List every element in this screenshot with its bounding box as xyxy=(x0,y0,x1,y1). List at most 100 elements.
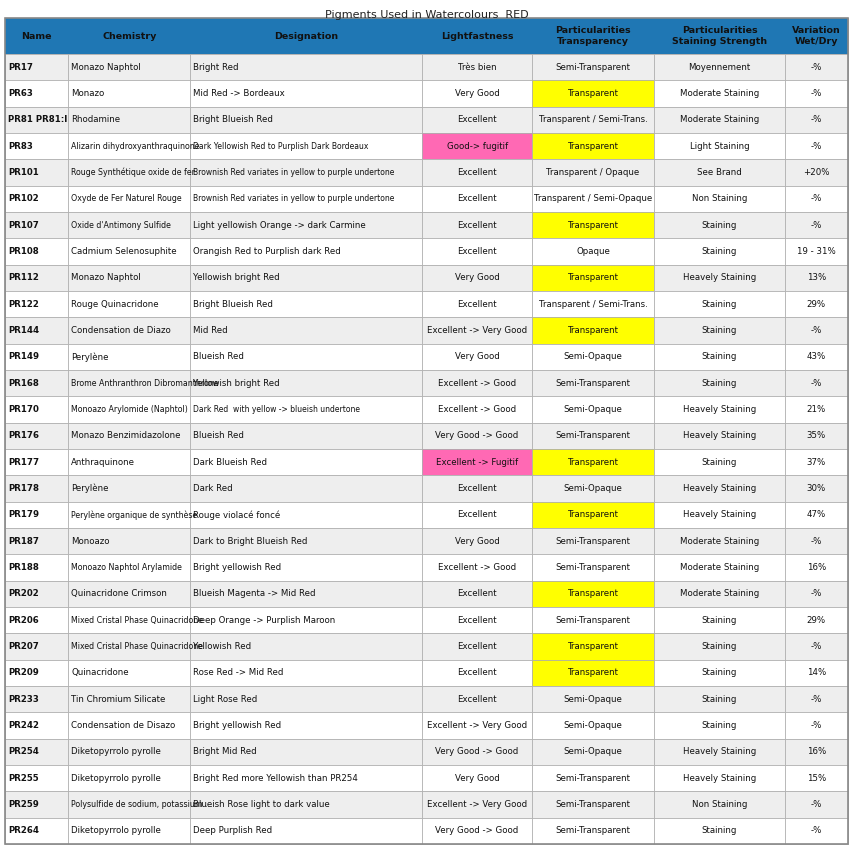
Bar xyxy=(5,686,68,712)
Bar xyxy=(532,607,653,633)
Bar xyxy=(784,475,847,502)
Bar xyxy=(653,607,784,633)
Bar xyxy=(422,54,532,81)
Text: Heavely Staining: Heavely Staining xyxy=(682,747,755,756)
Bar xyxy=(653,686,784,712)
Bar xyxy=(5,265,68,291)
Bar xyxy=(532,712,653,739)
Text: +20%: +20% xyxy=(803,168,829,177)
Text: 13%: 13% xyxy=(806,273,825,283)
Text: Perylène organique de synthèse: Perylène organique de synthèse xyxy=(71,510,198,520)
Text: Heavely Staining: Heavely Staining xyxy=(682,273,755,283)
Text: Bright Mid Red: Bright Mid Red xyxy=(193,747,256,756)
Bar xyxy=(190,449,422,475)
Text: Staining: Staining xyxy=(701,221,736,230)
Bar xyxy=(532,265,653,291)
Text: PR233: PR233 xyxy=(8,694,39,704)
Bar xyxy=(422,344,532,370)
Bar xyxy=(653,186,784,212)
Text: Blueish Rose light to dark value: Blueish Rose light to dark value xyxy=(193,800,330,809)
Bar xyxy=(5,528,68,554)
Bar xyxy=(5,712,68,739)
Bar xyxy=(532,475,653,502)
Bar xyxy=(653,212,784,239)
Bar xyxy=(190,686,422,712)
Bar xyxy=(532,581,653,607)
Bar xyxy=(532,396,653,423)
Bar xyxy=(653,581,784,607)
Bar xyxy=(784,370,847,396)
Text: Monoazo Arylomide (Naphtol): Monoazo Arylomide (Naphtol) xyxy=(71,405,187,414)
Bar xyxy=(68,186,190,212)
Text: -%: -% xyxy=(809,800,821,809)
Bar xyxy=(653,344,784,370)
Bar xyxy=(532,370,653,396)
Bar xyxy=(68,475,190,502)
Bar xyxy=(190,581,422,607)
Bar xyxy=(653,607,784,633)
Bar xyxy=(532,291,653,318)
Bar xyxy=(784,265,847,291)
Bar xyxy=(68,686,190,712)
Bar xyxy=(68,81,190,107)
Bar xyxy=(5,370,68,396)
Bar xyxy=(422,502,532,528)
Bar xyxy=(422,370,532,396)
Bar xyxy=(190,396,422,423)
Text: Bright Red: Bright Red xyxy=(193,63,239,71)
Bar xyxy=(5,423,68,449)
Bar xyxy=(68,239,190,265)
Bar xyxy=(784,133,847,160)
Bar xyxy=(68,239,190,265)
Text: -%: -% xyxy=(809,694,821,704)
Text: Excellent -> Very Good: Excellent -> Very Good xyxy=(427,800,527,809)
Bar xyxy=(422,528,532,554)
Bar xyxy=(532,212,653,239)
Bar xyxy=(422,712,532,739)
Bar xyxy=(653,554,784,581)
Bar xyxy=(190,712,422,739)
Bar xyxy=(68,765,190,791)
Bar xyxy=(5,81,68,107)
Bar xyxy=(784,81,847,107)
Bar xyxy=(5,81,68,107)
Bar xyxy=(532,133,653,160)
Text: PR107: PR107 xyxy=(8,221,39,230)
Bar xyxy=(422,660,532,686)
Bar xyxy=(532,502,653,528)
Text: PR242: PR242 xyxy=(8,721,39,730)
Bar xyxy=(653,633,784,660)
Bar xyxy=(422,633,532,660)
Bar xyxy=(68,686,190,712)
Bar xyxy=(532,318,653,344)
Bar xyxy=(784,633,847,660)
Text: Blueish Red: Blueish Red xyxy=(193,352,244,362)
Bar xyxy=(68,160,190,186)
Text: Mid Red -> Bordeaux: Mid Red -> Bordeaux xyxy=(193,89,285,98)
Text: Transparent: Transparent xyxy=(567,221,618,230)
Bar xyxy=(422,344,532,370)
Bar xyxy=(190,344,422,370)
Bar xyxy=(653,160,784,186)
Bar xyxy=(5,554,68,581)
Bar xyxy=(68,318,190,344)
Bar xyxy=(784,528,847,554)
Bar xyxy=(190,818,422,844)
Bar xyxy=(5,712,68,739)
Bar xyxy=(784,212,847,239)
Bar xyxy=(422,160,532,186)
Bar xyxy=(784,107,847,133)
Text: PR101: PR101 xyxy=(8,168,38,177)
Text: PR178: PR178 xyxy=(8,484,39,493)
Text: Excellent: Excellent xyxy=(457,510,497,520)
Bar xyxy=(653,554,784,581)
Bar xyxy=(653,660,784,686)
Bar xyxy=(190,739,422,765)
Text: Very Good: Very Good xyxy=(454,273,499,283)
Text: Orangish Red to Purplish dark Red: Orangish Red to Purplish dark Red xyxy=(193,247,341,256)
Text: Heavely Staining: Heavely Staining xyxy=(682,431,755,441)
Bar xyxy=(68,818,190,844)
Bar xyxy=(653,344,784,370)
Text: PR176: PR176 xyxy=(8,431,39,441)
Bar xyxy=(5,791,68,818)
